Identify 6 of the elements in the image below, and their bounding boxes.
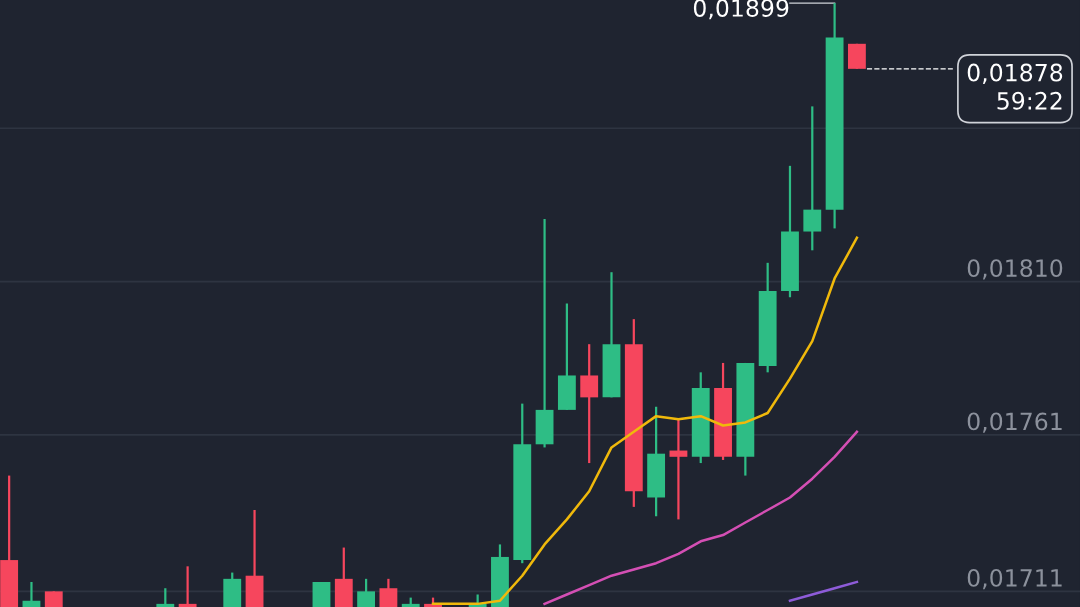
y-tick-label: 0,01711 [967,568,1062,590]
annotation: 0,01899 [693,0,789,20]
y-tick-label: 0,01761 [967,412,1062,433]
y-tick-label: 0,01810 [967,259,1063,280]
ref-line-label: 0,01878 [967,63,1063,84]
text: 59:22 [997,91,1062,110]
